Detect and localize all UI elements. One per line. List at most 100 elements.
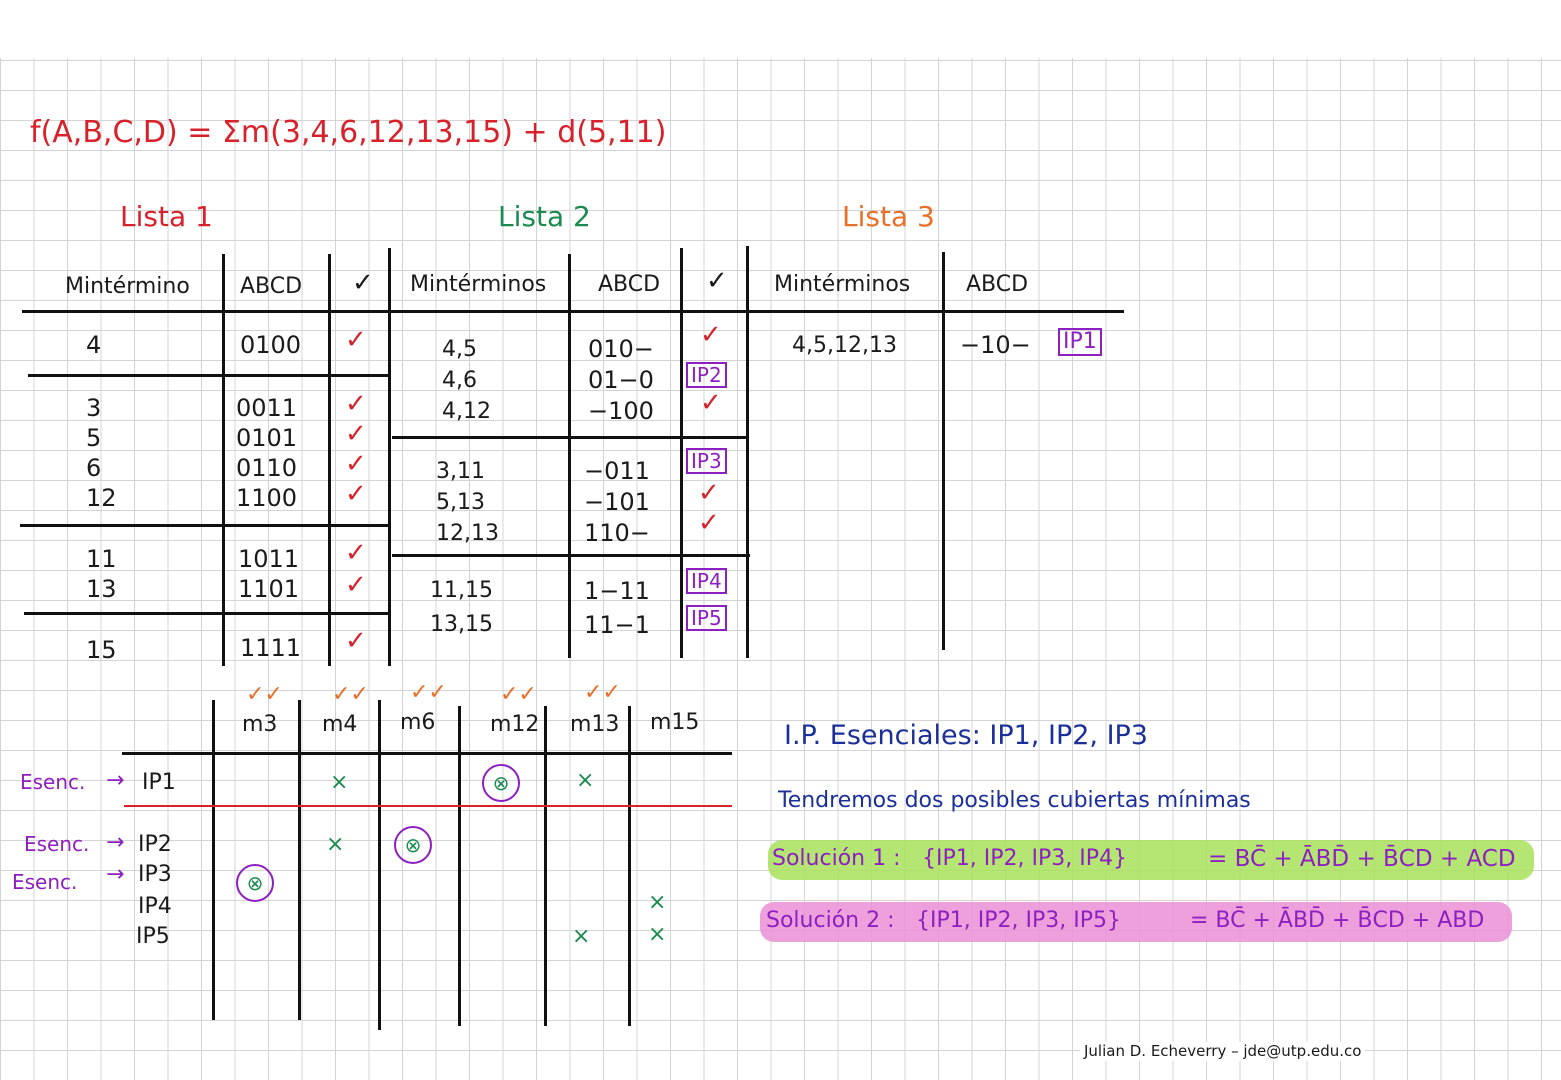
t1-minterm: 3 [86,394,102,422]
pic-cell-mark: × [326,832,345,857]
t1-bits: 0100 [240,331,302,359]
t1-header-minterm: Mintérmino [65,274,190,299]
pic-row-arrow: → [106,830,125,855]
tendremos-note: Tendremos dos posibles cubiertas mínimas [778,788,1251,813]
pic-cell-mark: × [330,770,349,795]
t2-header-abcd: ABCD [598,272,661,297]
t1-bits: 1011 [238,545,300,573]
t2-bits: −100 [588,397,654,425]
t1-bits: 1101 [238,575,300,603]
t2-bits: 01−0 [588,366,654,394]
t2-ip-tag: IP4 [686,568,727,594]
solution2-label: Solución 2 : [766,908,895,933]
t1-check: ✓ [345,626,367,656]
t2-header-rule [392,310,1124,313]
pic-row-label: IP1 [142,770,176,795]
pic-cell-mark: × [648,922,667,947]
pic-cell-mark: × [648,890,667,915]
t1-check: ✓ [345,479,367,509]
pic-col-header: m13 [570,712,620,737]
pic-cell-mark: × [572,924,591,949]
pic-col-check: ✓✓ [246,682,283,707]
solution1-expr: = BC̄ + ĀBD̄ + B̄CD + ACD [1208,846,1516,872]
solution1-label: Solución 1 : [772,846,901,871]
t2-pair: 11,15 [430,578,493,603]
pic-row-tag: Esenc. [12,870,78,894]
pic-col-check: ✓✓ [410,680,447,705]
t2-header-check: ✓ [706,266,728,296]
lista1-title: Lista 1 [120,200,213,233]
t2-header-minterms: Mintérminos [410,272,547,297]
solution1-highlight [768,840,1534,880]
pic-essential-rule [124,805,732,807]
t2-pair: 4,6 [442,368,477,393]
t1-group-rule-3 [24,612,388,615]
pic-cell-mark: ⊗ [394,826,432,864]
t1-bits: 1100 [236,484,298,512]
t1-header-abcd: ABCD [240,274,303,299]
pic-header-rule [122,752,732,755]
t2-pair: 3,11 [436,459,485,484]
t1-check: ✓ [345,449,367,479]
t2-bits: 11−1 [584,611,650,639]
t1-check: ✓ [345,419,367,449]
t2-check: ✓ [698,508,720,538]
pic-row-arrow: → [106,768,125,793]
footer-credit: Julian D. Echeverry – jde@utp.edu.co [1080,1042,1366,1061]
pic-col-check: ✓✓ [332,682,369,707]
pic-col-header: m12 [490,712,540,737]
solution2-set: {IP1, IP2, IP3, IP5} [916,908,1121,933]
t2-ip-tag: IP3 [686,448,727,474]
pic-row-label: IP5 [136,924,170,949]
t2-pair: 13,15 [430,612,493,637]
t1-group2-bits: 0011 0101 0110 1100 [236,393,297,513]
pic-row-label: IP2 [138,832,172,857]
t1-group-rule-2 [20,524,388,527]
t2-group2-pairs: 3,11 5,13 12,13 [436,456,499,549]
t2-vline-left [388,248,391,666]
lista3-title: Lista 3 [842,200,935,233]
t1-header-rule [22,310,392,313]
t1-group3-bits: 1011 1101 [238,544,299,604]
pic-vline-0 [212,700,215,1020]
t2-vline-1 [568,254,571,658]
t1-bits: 0101 [236,424,298,452]
t2-group1-pairs: 4,5 4,6 4,12 [442,334,491,427]
t2-group2-bits: −011 −101 110− [584,456,650,549]
t1-vline-1 [222,254,225,666]
t1-check: ✓ [345,538,367,568]
pic-col-header: m15 [650,710,700,735]
function-header: f(A,B,C,D) = Σm(3,4,6,12,13,15) + d(5,11… [30,115,667,150]
t2-group1-bits: 010− 01−0 −100 [588,334,654,427]
pic-col-check: ✓✓ [500,682,537,707]
pic-vline-3 [458,706,461,1026]
t1-bits: 1111 [240,634,302,662]
t1-check: ✓ [345,570,367,600]
t2-pair: 12,13 [436,521,499,546]
t1-minterm: 5 [86,424,102,452]
t3-terms: 4,5,12,13 [792,333,897,358]
t2-group3-pairs: 11,15 13,15 [430,574,493,642]
t2-group-rule-2 [392,554,750,557]
t2-ip-tag: IP5 [686,605,727,631]
pic-col-check: ✓✓ [584,680,621,705]
pic-vline-1 [298,700,301,1020]
pic-row-arrow: → [106,862,125,887]
pic-row-label: IP3 [138,862,172,887]
top-margin [0,0,1561,58]
t2-vline-2 [680,248,683,658]
t2-check: ✓ [700,388,722,418]
solution2-expr: = BC̄ + ĀBD̄ + B̄CD + ABD [1190,908,1485,933]
pic-row-label: IP4 [138,894,172,919]
t2-check: ✓ [698,478,720,508]
pic-vline-5 [628,706,631,1026]
t1-bits: 0011 [236,394,298,422]
t1-group-rule-1 [28,374,388,377]
t1-minterm: 13 [86,575,117,603]
t3-bits: −10− [960,331,1031,359]
t2-ip-tag: IP2 [686,362,727,388]
t2-group3-bits: 1−11 11−1 [584,574,650,642]
t1-minterm: 15 [86,636,117,664]
t2-vline-right [746,246,749,658]
t2-bits: −011 [584,457,650,485]
